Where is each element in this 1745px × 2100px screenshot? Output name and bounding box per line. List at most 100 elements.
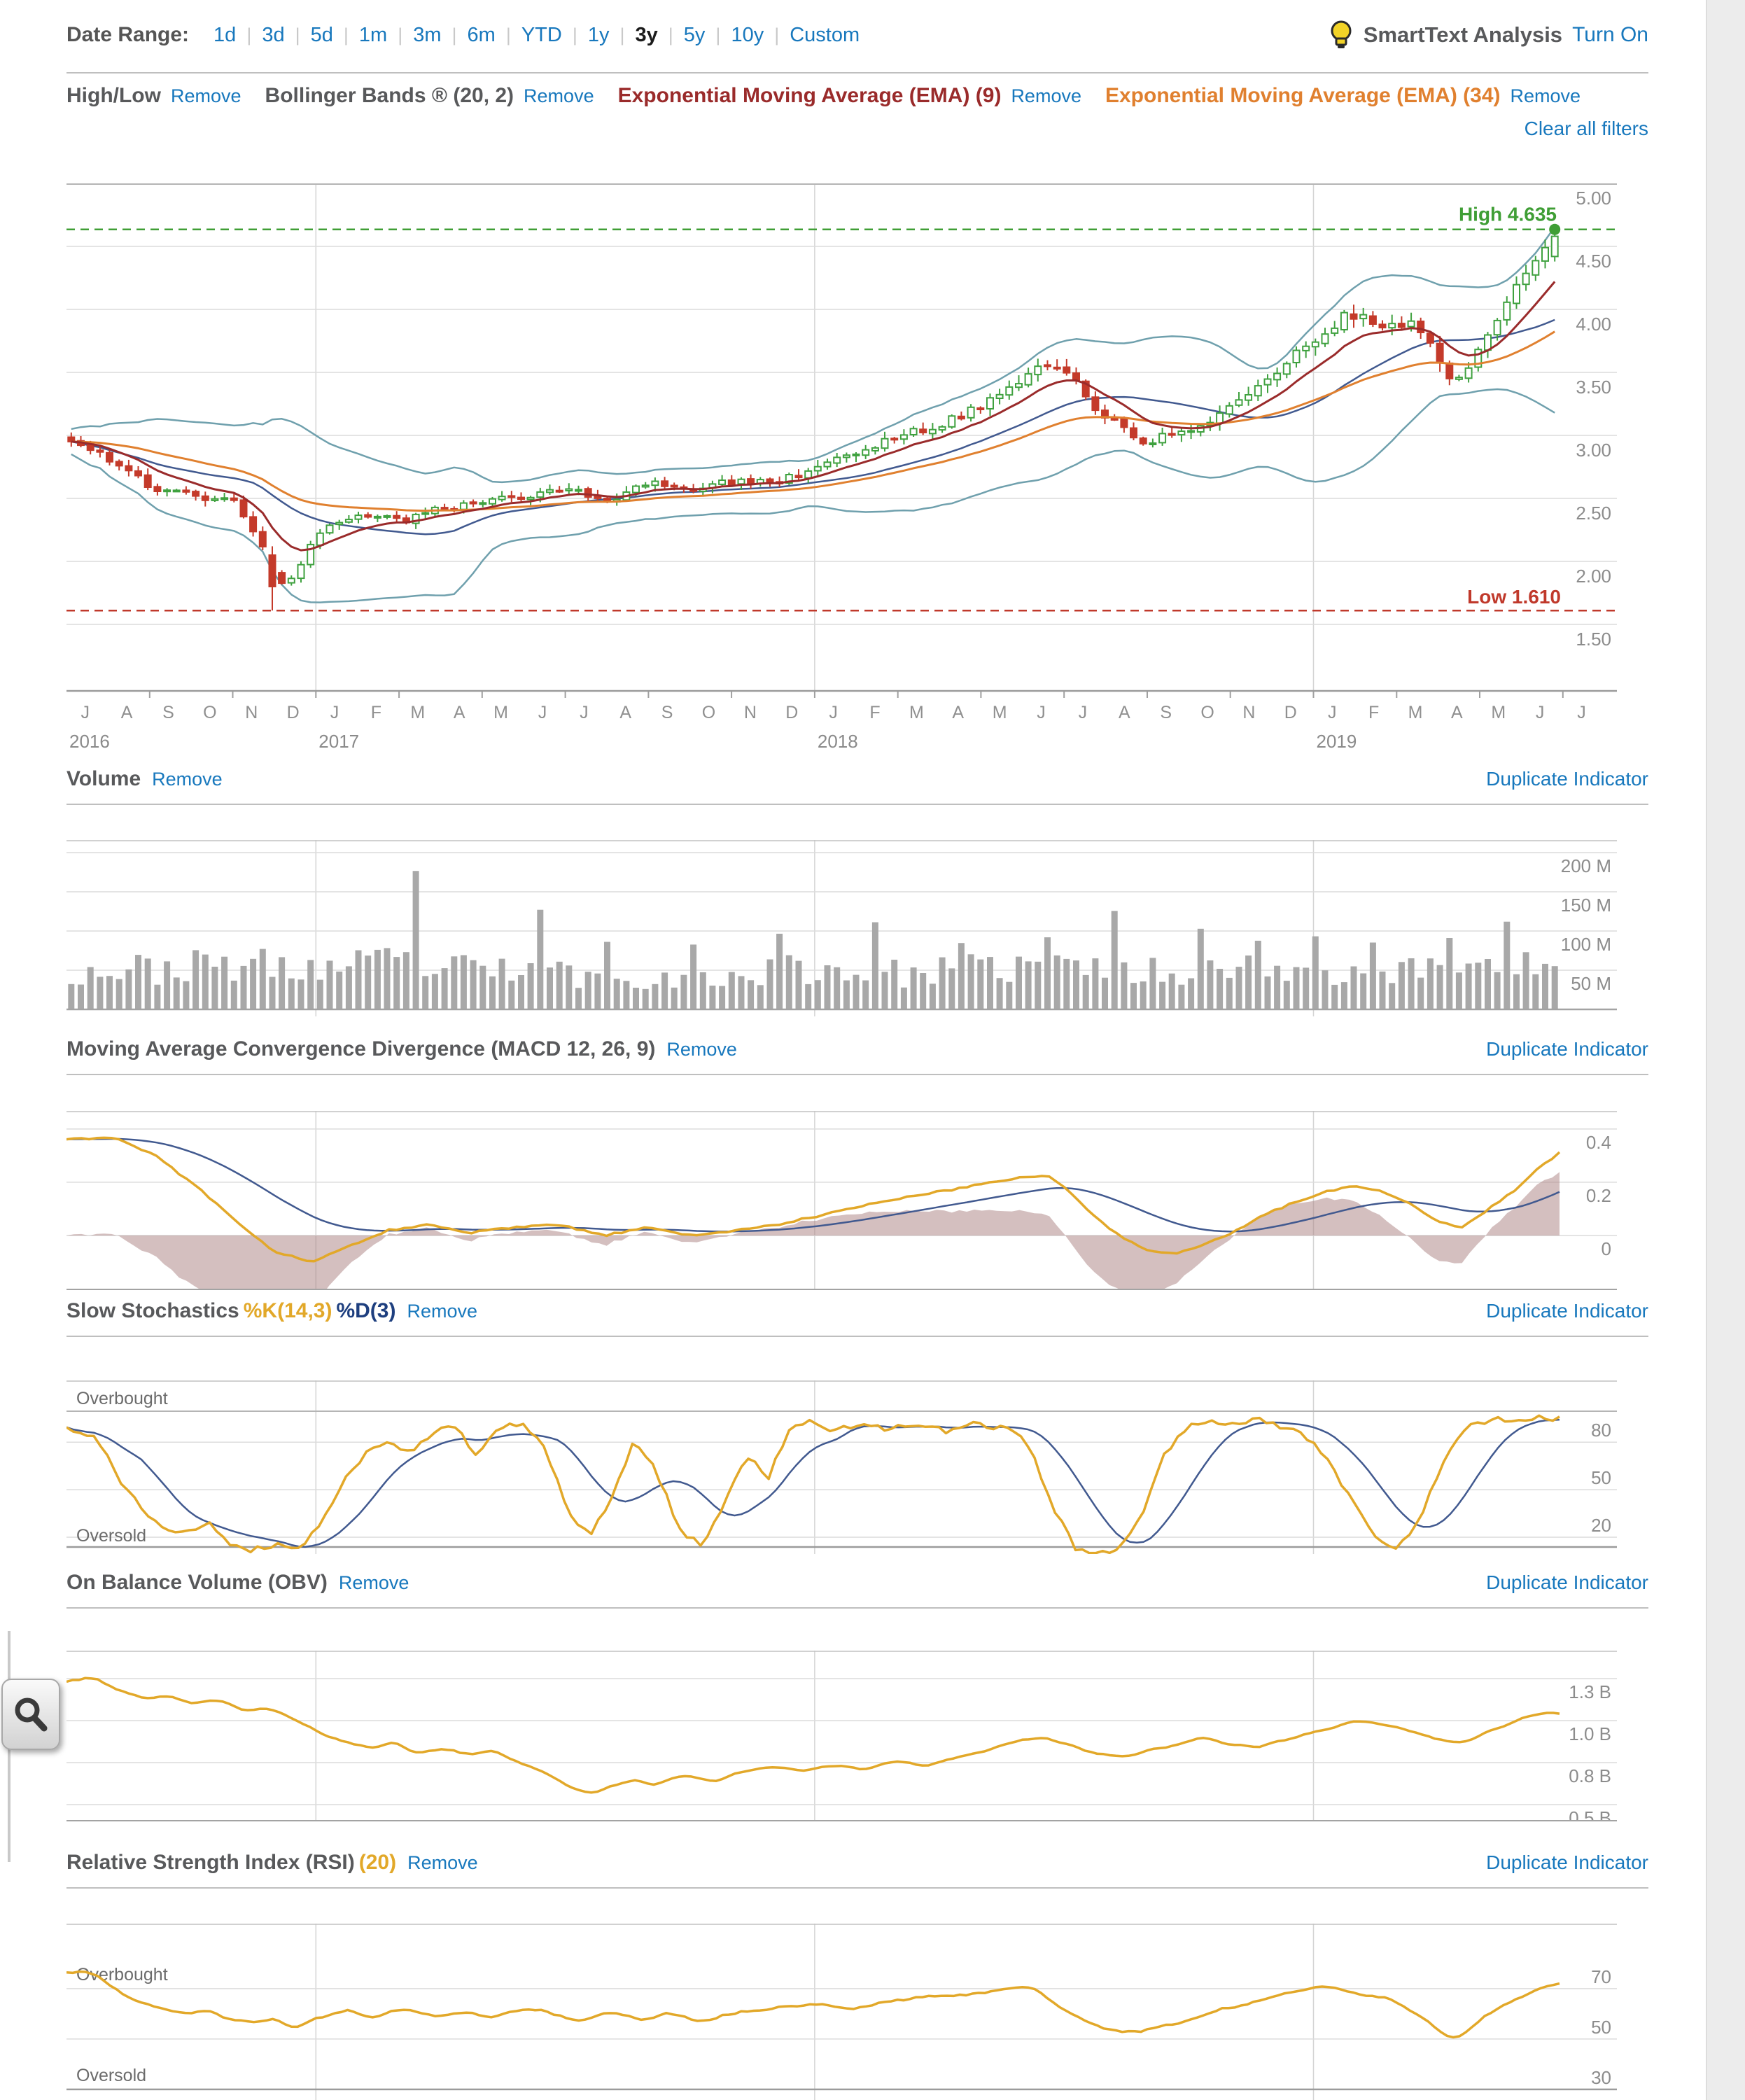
lightbulb-icon	[1329, 20, 1354, 50]
svg-text:0.5 B: 0.5 B	[1569, 1807, 1611, 1821]
range-3y[interactable]: 3y	[635, 23, 658, 46]
svg-text:0.8 B: 0.8 B	[1569, 1765, 1611, 1786]
svg-text:2017: 2017	[318, 731, 359, 752]
range-1y[interactable]: 1y	[587, 23, 610, 46]
filter-label-1: Bollinger Bands ® (20, 2)	[265, 84, 514, 107]
svg-text:A: A	[121, 703, 133, 722]
filter-remove-2[interactable]: Remove	[1011, 85, 1081, 106]
svg-text:M: M	[993, 703, 1007, 722]
svg-text:1.0 B: 1.0 B	[1569, 1723, 1611, 1744]
svg-text:50 M: 50 M	[1571, 973, 1611, 994]
range-6m[interactable]: 6m	[467, 23, 496, 46]
section-remove-rsi[interactable]: Remove	[407, 1852, 478, 1873]
range-1m[interactable]: 1m	[358, 23, 388, 46]
section-remove-obv[interactable]: Remove	[338, 1572, 409, 1593]
svg-text:O: O	[1200, 703, 1214, 722]
svg-text:S: S	[1160, 703, 1172, 722]
svg-text:Overbought: Overbought	[76, 1389, 168, 1408]
range-separator: |	[505, 24, 511, 46]
svg-text:J: J	[1037, 703, 1046, 722]
duplicate-indicator-volume[interactable]: Duplicate Indicator	[1486, 768, 1648, 790]
section-title-volume-0: Volume	[66, 767, 141, 790]
range-separator: |	[572, 24, 577, 46]
svg-text:N: N	[245, 703, 258, 722]
price-chart[interactable]: 5.00 4.50 4.00 3.50 3.00 2.50 2.00 1.50 High 4.6…	[66, 183, 1617, 755]
range-1d[interactable]: 1d	[213, 23, 237, 46]
section-remove-volume[interactable]: Remove	[152, 769, 223, 790]
clear-all-filters-link[interactable]: Clear all filters	[1524, 118, 1648, 139]
section-title-macd-0: Moving Average Convergence Divergence (M…	[66, 1037, 656, 1060]
obv-chart[interactable]: 1.3 B 1.0 B 0.8 B 0.5 B	[66, 1651, 1617, 1821]
svg-text:2019: 2019	[1317, 731, 1357, 752]
svg-text:J: J	[1577, 703, 1586, 722]
svg-text:2.50: 2.50	[1576, 503, 1611, 524]
range-3m[interactable]: 3m	[413, 23, 442, 46]
range-10y[interactable]: 10y	[731, 23, 764, 46]
svg-text:A: A	[619, 703, 631, 722]
clear-all-row: Clear all filters	[66, 118, 1648, 140]
toolbar: Date Range: 1d | 3d | 5d | 1m | 3m | 6m | YTD | 1y | 3y |…	[66, 20, 1648, 50]
svg-text:J: J	[80, 703, 90, 722]
section-divider-macd	[66, 1074, 1648, 1075]
turn-on-link[interactable]: Turn On	[1572, 23, 1648, 46]
range-3d[interactable]: 3d	[262, 23, 285, 46]
stochastics-chart[interactable]: 80 50 20 Overbought Oversold	[66, 1380, 1617, 1554]
svg-text:Low 1.610: Low 1.610	[1467, 586, 1561, 608]
zoom-button[interactable]	[1, 1679, 60, 1750]
svg-text:N: N	[744, 703, 757, 722]
svg-text:0: 0	[1602, 1238, 1611, 1259]
svg-text:4.00: 4.00	[1576, 314, 1611, 335]
svg-text:200 M: 200 M	[1561, 855, 1611, 876]
svg-text:J: J	[330, 703, 339, 722]
date-range-group: 1d | 3d | 5d | 1m | 3m | 6m | YTD | 1y | 3y | 5y | 10y | Custo…	[203, 24, 870, 47]
range-custom[interactable]: Custom	[790, 23, 860, 46]
svg-text:J: J	[829, 703, 838, 722]
section-header-rsi: Relative Strength Index (RSI) (20) Remove D…	[66, 1851, 1648, 1875]
macd-chart[interactable]: 0.4 0.2 0	[66, 1111, 1617, 1290]
duplicate-indicator-stoch[interactable]: Duplicate Indicator	[1486, 1300, 1648, 1322]
svg-text:70: 70	[1591, 1966, 1611, 1987]
scrollbar[interactable]	[1706, 0, 1745, 2100]
smarttext-label: SmartText Analysis	[1363, 22, 1563, 47]
svg-text:M: M	[493, 703, 508, 722]
svg-text:0.2: 0.2	[1586, 1185, 1611, 1206]
svg-text:A: A	[454, 703, 465, 722]
svg-text:J: J	[1536, 703, 1545, 722]
filter-label-0: High/Low	[66, 84, 161, 107]
svg-text:150 M: 150 M	[1561, 895, 1611, 916]
range-ytd[interactable]: YTD	[521, 23, 562, 46]
duplicate-indicator-rsi[interactable]: Duplicate Indicator	[1486, 1851, 1648, 1873]
svg-text:S: S	[162, 703, 174, 722]
rsi-chart[interactable]: 70 50 30 Overbought Oversold	[66, 1924, 1617, 2100]
svg-text:3.00: 3.00	[1576, 440, 1611, 461]
svg-text:80: 80	[1591, 1420, 1611, 1441]
section-header-stoch: Slow Stochastics %K(14,3) %D(3) Remove Dupli…	[66, 1299, 1648, 1323]
filter-remove-0[interactable]: Remove	[170, 85, 241, 106]
duplicate-indicator-macd[interactable]: Duplicate Indicator	[1486, 1038, 1648, 1060]
filter-label-2: Exponential Moving Average (EMA) (9)	[617, 84, 1002, 107]
volume-chart[interactable]: 200 M 150 M 100 M 50 M	[66, 840, 1617, 1016]
duplicate-indicator-obv[interactable]: Duplicate Indicator	[1486, 1572, 1648, 1593]
section-remove-stoch[interactable]: Remove	[407, 1301, 478, 1322]
svg-text:30: 30	[1591, 2067, 1611, 2088]
section-header-obv: On Balance Volume (OBV) Remove Duplicate I…	[66, 1571, 1648, 1595]
range-separator: |	[295, 24, 300, 46]
svg-text:A: A	[1119, 703, 1130, 722]
svg-text:50: 50	[1591, 1467, 1611, 1488]
svg-text:0.4: 0.4	[1586, 1132, 1611, 1153]
toolbar-divider	[66, 72, 1648, 74]
section-title-stoch-1: %K(14,3)	[243, 1299, 332, 1322]
svg-text:M: M	[909, 703, 924, 722]
svg-text:1.3 B: 1.3 B	[1569, 1681, 1611, 1702]
svg-text:M: M	[1408, 703, 1423, 722]
range-5d[interactable]: 5d	[310, 23, 333, 46]
range-5y[interactable]: 5y	[683, 23, 706, 46]
svg-text:5.00: 5.00	[1576, 188, 1611, 209]
smarttext-area: SmartText Analysis Turn On	[1329, 20, 1648, 50]
svg-text:F: F	[869, 703, 880, 722]
filter-remove-1[interactable]: Remove	[524, 85, 594, 106]
svg-text:O: O	[203, 703, 216, 722]
filter-remove-3[interactable]: Remove	[1510, 85, 1581, 106]
section-remove-macd[interactable]: Remove	[666, 1039, 737, 1060]
